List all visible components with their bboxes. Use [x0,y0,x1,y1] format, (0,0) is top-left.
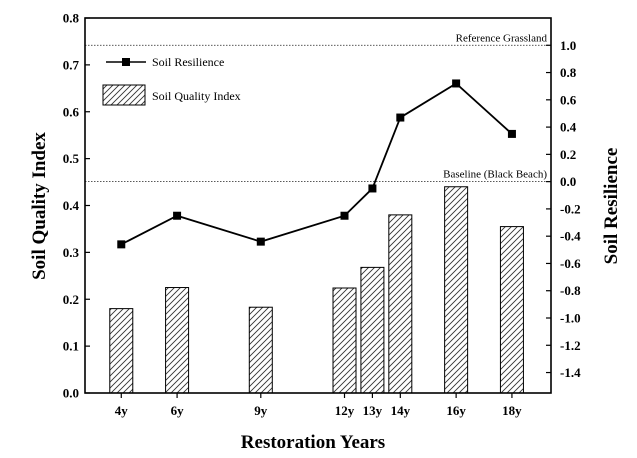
x-tick-label: 18y [502,403,522,418]
legend-marker-sample [122,58,130,66]
right-axis: -1.4 -1.2 -1.0 -0.8 -0.6 -0.4 -0.2 0.0 0.2 0.4 0.6… [546,38,581,380]
bar-series [109,186,524,394]
left-tick-label: 0.7 [63,57,80,72]
resilience-point [368,184,377,193]
right-tick-label: -1.4 [560,365,581,380]
right-tick-label: -0.4 [560,229,581,244]
bar [360,266,385,394]
left-tick-label: 0.0 [63,386,79,401]
x-tick-label: 12y [335,403,355,418]
resilience-point [117,240,126,249]
bar [109,308,134,394]
bar [388,214,413,394]
left-tick-label: 0.3 [63,245,80,260]
right-tick-label: 0.2 [560,147,576,162]
resilience-point [340,211,349,220]
left-axis: 0.0 0.1 0.2 0.3 0.4 0.5 0.6 0.7 0.8 [63,11,90,401]
resilience-point [452,79,461,88]
bar [332,287,357,394]
right-tick-label: -0.6 [560,256,581,271]
right-tick-label: 0.0 [560,174,576,189]
right-axis-title: Soil Resilience [601,148,622,265]
right-tick-label: 1.0 [560,38,576,53]
left-tick-label: 0.1 [63,339,79,354]
plot-frame [84,17,552,394]
right-tick-label: 0.4 [560,120,577,135]
x-tick-label: 4y [115,403,129,418]
resilience-line [120,82,513,246]
x-tick-label: 9y [254,403,268,418]
right-tick-label: -0.2 [560,201,581,216]
left-tick-label: 0.8 [63,11,80,26]
left-tick-label: 0.5 [63,151,80,166]
left-axis-title: Soil Quality Index [29,132,50,280]
x-tick-label: 16y [446,403,466,418]
x-axis: 4y 6y 9y 12y 13y 14y 16y 18y [115,393,522,418]
bar [248,306,273,394]
resilience-point [396,113,405,122]
reference-line-label: Reference Grassland [456,32,548,44]
resilience-point [173,211,182,220]
right-tick-label: 0.6 [560,92,577,107]
line-series [117,79,516,249]
right-tick-label: -1.0 [560,311,581,326]
reference-lines: Reference Grassland Baseline (Black Beach… [85,32,551,183]
x-tick-label: 14y [391,403,411,418]
resilience-point [256,237,265,246]
legend-label-resilience: Soil Resilience [152,55,224,69]
reference-line-label: Baseline (Black Beach) [443,169,547,181]
right-tick-label: -0.8 [560,283,581,298]
bar [165,287,190,394]
x-tick-label: 6y [171,403,185,418]
legend: Soil Resilience Soil Quality Index [102,55,241,106]
legend-label-sqi: Soil Quality Index [152,89,241,103]
left-tick-label: 0.6 [63,104,80,119]
x-axis-title: Restoration Years [241,432,385,453]
left-tick-label: 0.4 [63,198,80,213]
x-tick-label: 13y [363,403,383,418]
legend-hatch-sample [102,84,146,106]
bar [499,226,524,394]
right-tick-label: -1.2 [560,338,581,353]
right-tick-label: 0.8 [560,65,577,80]
left-tick-label: 0.2 [63,292,79,307]
resilience-point [507,129,516,138]
bar [444,186,469,394]
